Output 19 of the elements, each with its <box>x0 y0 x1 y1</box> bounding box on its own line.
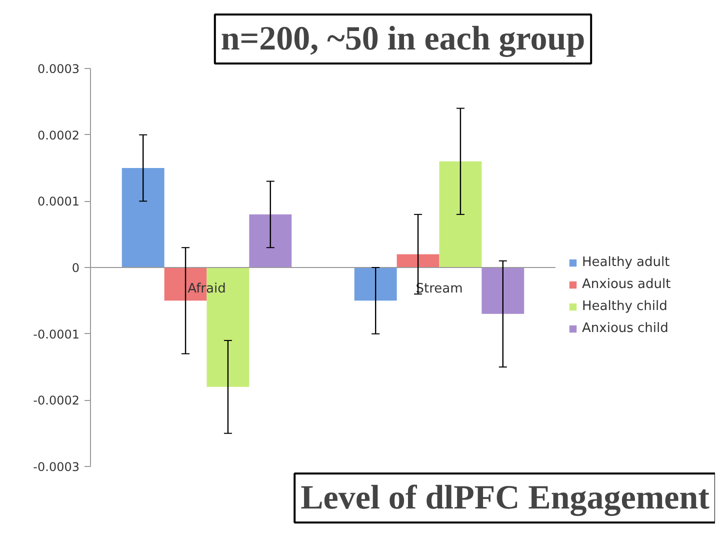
bar <box>122 168 164 268</box>
bar <box>482 268 524 314</box>
bar <box>249 214 292 268</box>
bar <box>354 268 397 301</box>
legend-label: Anxious child <box>582 321 668 336</box>
bar <box>439 161 482 268</box>
y-tick-label: 0.0003 <box>38 62 80 76</box>
y-tick-label: 0 <box>72 261 80 275</box>
legend-label: Healthy adult <box>582 255 670 270</box>
y-tick-label: 0.0001 <box>38 194 80 209</box>
legend-label: Healthy child <box>582 299 668 314</box>
y-tick-label: -0.0002 <box>33 394 80 408</box>
legend-label: Anxious adult <box>582 277 671 292</box>
y-tick-label: -0.0001 <box>33 327 80 342</box>
chart-title: n=200, ~50 in each group <box>220 20 586 58</box>
y-tick-label: 0.0002 <box>38 128 80 142</box>
bar <box>396 254 440 268</box>
text: Level of dlPFC Engagement <box>300 480 710 516</box>
y-tick-label: -0.0003 <box>33 460 80 474</box>
